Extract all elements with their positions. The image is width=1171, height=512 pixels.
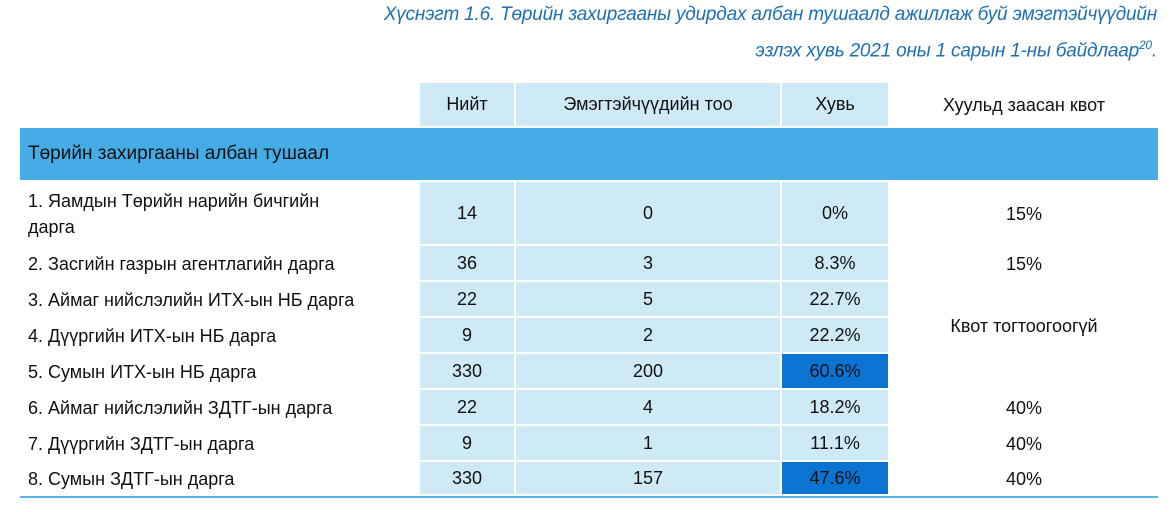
total-cell: 9 — [420, 318, 516, 354]
total-cell: 330 — [420, 462, 516, 496]
quota-cell: 40% — [1005, 397, 1043, 418]
row-label: 2. Засгийн газрын агентлагийн дарга — [28, 254, 335, 274]
women-count-cell: 2 — [516, 318, 782, 354]
percent-cell: 60.6% — [782, 354, 890, 390]
quota-cell: 15% — [1005, 203, 1043, 224]
row-label: 5. Сумын ИТХ-ын НБ дарга — [28, 362, 257, 382]
total-cell: 22 — [420, 390, 516, 426]
row-label: 7. Дүүргийн ЗДТГ-ын дарга — [28, 434, 255, 454]
total-cell: 36 — [420, 246, 516, 282]
row-label-text: 1. Яамдын Төрийн нарийн бичгийн дарга — [28, 191, 320, 237]
column-header-pct: Хувь — [782, 83, 890, 128]
quota-cell: Квот тогтоогоогүй — [950, 315, 1098, 336]
row-label: 8. Сумын ЗДТГ-ын дарга — [28, 469, 235, 489]
percent-cell: 22.2% — [782, 318, 890, 354]
percent-cell: 18.2% — [782, 390, 890, 426]
column-header-quota: Хуульд заасан квот — [943, 95, 1105, 115]
percent-cell: 47.6% — [782, 462, 890, 496]
quota-cell: 40% — [1005, 468, 1043, 489]
women-count-cell: 3 — [516, 246, 782, 282]
total-cell: 22 — [420, 282, 516, 318]
percent-cell: 11.1% — [782, 426, 890, 462]
quota-cell: 15% — [1005, 253, 1043, 274]
row-label: 1. Яамдын Төрийн нарийн бичгийн дарга — [20, 182, 390, 246]
percent-cell: 22.7% — [782, 282, 890, 318]
table-caption-line1: Хүснэгт 1.6. Төрийн захиргааны удирдах а… — [383, 4, 1157, 25]
women-count-cell: 5 — [516, 282, 782, 318]
caption-text: эзлэх хувь 2021 оны 1 сарын 1-ны байдлаа… — [755, 40, 1139, 62]
total-cell: 330 — [420, 354, 516, 390]
section-header: Төрийн захиргааны албан тушаал — [20, 128, 1158, 180]
women-count-cell: 4 — [516, 390, 782, 426]
row-label: 4. Дүүргийн ИТХ-ын НБ дарга — [28, 326, 277, 346]
women-count-cell: 0 — [516, 182, 782, 246]
footnote-ref: 20 — [1138, 38, 1152, 52]
row-label: 6. Аймаг нийслэлийн ЗДТГ-ын дарга — [28, 398, 333, 418]
total-cell: 9 — [420, 426, 516, 462]
women-count-cell: 1 — [516, 426, 782, 462]
percent-cell: 8.3% — [782, 246, 890, 282]
table-bottom-rule — [20, 496, 1158, 498]
row-label: 3. Аймаг нийслэлийн ИТХ-ын НБ дарга — [28, 290, 355, 310]
column-header-total: Нийт — [420, 83, 516, 128]
quota-cell: 40% — [1005, 433, 1043, 454]
percent-cell: 0% — [782, 182, 890, 246]
column-header-women: Эмэгтэйчүүдийн тоо — [516, 83, 782, 128]
caption-end: . — [1151, 40, 1157, 62]
women-count-cell: 200 — [516, 354, 782, 390]
women-count-cell: 157 — [516, 462, 782, 496]
total-cell: 14 — [420, 182, 516, 246]
table-caption-line2: эзлэх хувь 2021 оны 1 сарын 1-ны байдлаа… — [755, 38, 1157, 62]
